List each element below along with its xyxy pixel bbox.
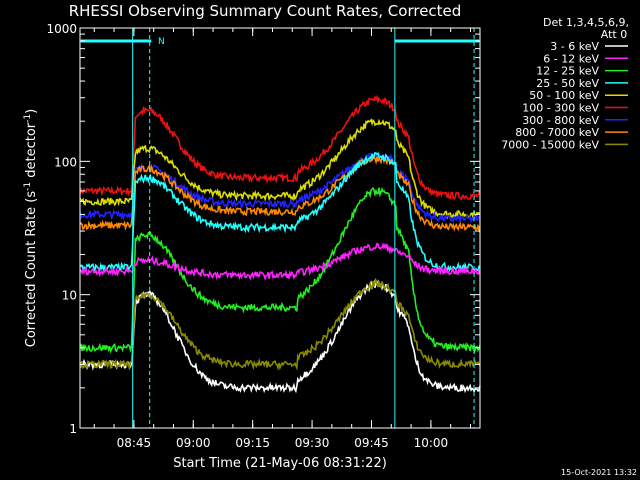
legend-label: 12 - 25 keV	[536, 65, 599, 78]
legend-header-line1: Det 1,3,4,5,6,9,	[543, 16, 629, 29]
series-layer	[79, 94, 481, 394]
y-axis: 1 10 100 1000	[46, 22, 480, 436]
x-tick-label: 10:00	[414, 436, 449, 450]
legend-label: 3 - 6 keV	[550, 40, 599, 53]
x-axis-label: Start Time (21-May-06 08:31:22)	[173, 456, 387, 471]
series-line-25to50keV	[79, 151, 481, 274]
x-tick-label: 09:00	[176, 436, 211, 450]
y-tick-label: 10	[62, 289, 77, 303]
series-line-100to300keV	[79, 94, 481, 201]
x-tick-label: 09:45	[354, 436, 389, 450]
legend-label: 50 - 100 keV	[529, 89, 599, 102]
legend-label: 300 - 800 keV	[522, 114, 599, 127]
x-tick-label: 09:15	[235, 436, 270, 450]
legend-label: 100 - 300 keV	[522, 102, 599, 115]
flag-marker: N	[158, 37, 165, 47]
plot-frame	[79, 27, 481, 429]
y-tick-label: 100	[54, 155, 77, 169]
series-line-6to12keV	[79, 242, 481, 282]
legend-label: 6 - 12 keV	[543, 52, 599, 65]
chart-title: RHESSI Observing Summary Count Rates, Co…	[69, 2, 462, 20]
legend-header-line2: Att 0	[601, 28, 627, 41]
overlay-layer: N	[80, 28, 480, 428]
legend-label: 25 - 50 keV	[536, 77, 599, 90]
series-line-3to6keV	[79, 278, 481, 394]
y-tick-label: 1	[69, 422, 77, 436]
y-tick-label: 1000	[46, 22, 77, 36]
x-tick-label: 09:30	[295, 436, 330, 450]
series-line-7000to15000keV	[79, 279, 481, 371]
timestamp: 15-Oct-2021 13:32	[561, 468, 637, 477]
series-line-12to25keV	[79, 186, 481, 354]
x-tick-label: 08:45	[117, 436, 152, 450]
legend-label: 7000 - 15000 keV	[501, 138, 599, 151]
series-line-50to100keV	[79, 118, 481, 220]
series-line-800to7000keV	[79, 154, 481, 233]
x-axis: 08:45 09:00 09:15 09:30 09:45 10:00	[93, 28, 471, 450]
y-axis-label: Corrected Count Rate (s-1 detector-1)	[23, 109, 39, 347]
legend-label: 800 - 7000 keV	[515, 126, 599, 139]
